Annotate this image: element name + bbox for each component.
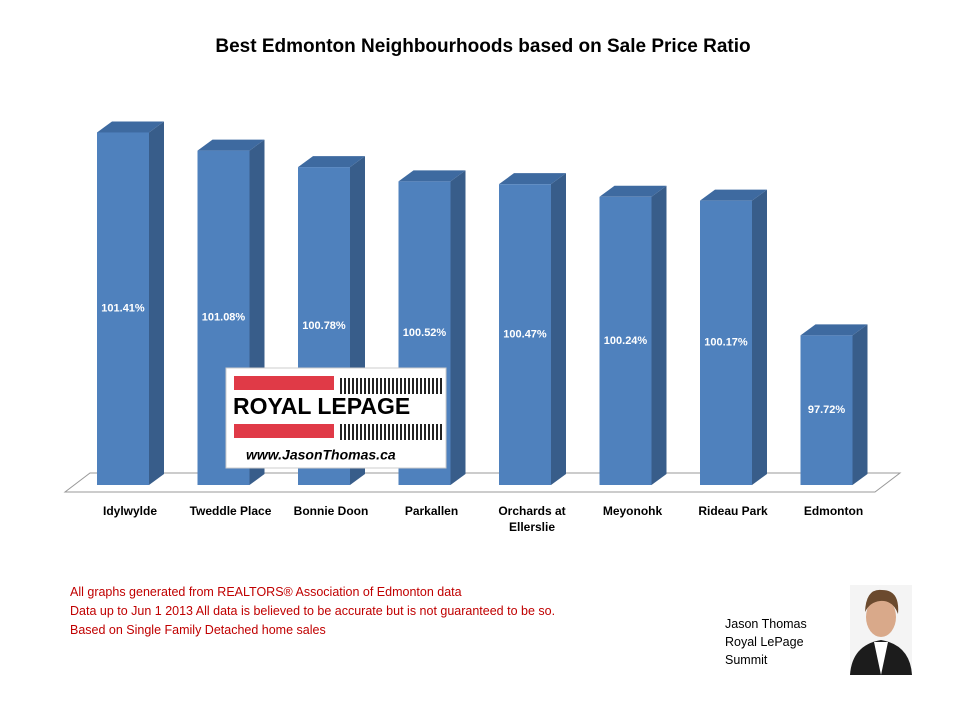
bar-top xyxy=(298,156,365,168)
x-tick-label: Parkallen xyxy=(404,504,459,518)
logo-brand: ROYAL LEPAGE xyxy=(233,393,410,419)
bar-top xyxy=(197,139,265,151)
x-tick-label: Edmonton xyxy=(803,504,864,518)
signature: Summit xyxy=(725,653,768,667)
portrait-face xyxy=(866,597,896,637)
x-tick-label: Bonnie Doon xyxy=(293,504,369,518)
bar-side xyxy=(149,121,164,485)
bar xyxy=(599,196,652,486)
portrait xyxy=(850,585,912,675)
footnote: All graphs generated from REALTORS® Asso… xyxy=(70,585,462,599)
bar-side xyxy=(651,185,667,486)
bar-top xyxy=(800,324,868,336)
value-label: 101.08% xyxy=(202,312,246,324)
bar xyxy=(800,335,853,485)
portrait-shirt xyxy=(874,642,888,675)
logo-stripe xyxy=(234,376,334,390)
logo: ROYAL LEPAGE www.JasonThomas.ca xyxy=(225,367,447,469)
bar-side xyxy=(852,324,868,485)
value-label: 100.24% xyxy=(604,335,648,347)
logo-barcode xyxy=(340,378,442,440)
value-label: 100.52% xyxy=(403,327,447,339)
value-label: 100.78% xyxy=(302,320,346,332)
portrait-hair xyxy=(865,589,899,614)
logo-stripe xyxy=(234,424,334,438)
bar-side xyxy=(450,170,466,485)
bar-top xyxy=(700,189,767,201)
value-label: 100.47% xyxy=(503,328,547,340)
x-tick-label: Orchards at Ellerslie xyxy=(498,504,566,534)
bar-top xyxy=(398,170,466,182)
x-tick-label: Tweddle Place xyxy=(189,504,272,518)
footnote: Based on Single Family Detached home sal… xyxy=(70,623,326,637)
bar xyxy=(700,200,752,485)
chart-title: Best Edmonton Neighbourhoods based on Sa… xyxy=(215,36,750,57)
logo-url: www.JasonThomas.ca xyxy=(246,447,396,463)
bar-side xyxy=(551,173,566,485)
signature: Royal LePage xyxy=(725,635,804,649)
x-tick-label: Idylwylde xyxy=(102,504,158,518)
bar xyxy=(499,184,551,485)
bar xyxy=(97,132,149,485)
x-tick-label: Meyonohk xyxy=(602,504,663,518)
bar-top xyxy=(499,173,566,185)
floor xyxy=(63,472,902,493)
bar-top xyxy=(599,185,667,197)
bar-top xyxy=(97,121,164,133)
x-tick-label: Rideau Park xyxy=(698,504,768,518)
value-label: 100.17% xyxy=(704,337,748,349)
bar-side xyxy=(752,189,767,485)
footnote: Data up to Jun 1 2013 All data is believ… xyxy=(70,604,556,618)
value-label: 97.72% xyxy=(808,404,846,416)
signature: Jason Thomas xyxy=(725,617,807,631)
value-label: 101.41% xyxy=(101,303,145,315)
